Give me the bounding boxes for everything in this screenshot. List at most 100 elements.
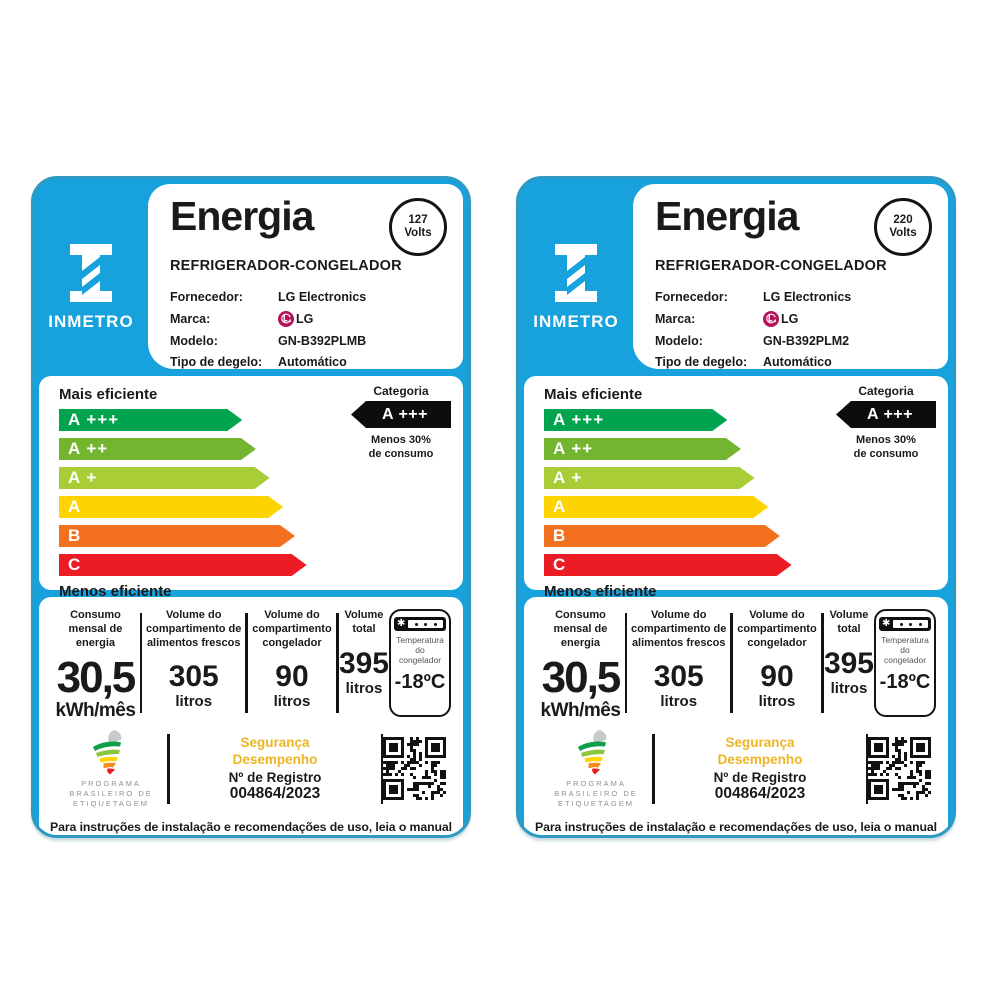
metrics-row: Consumo mensal de energia 30,5 kWh/mês V… — [49, 609, 453, 721]
field-value: Automático — [278, 355, 347, 369]
security-label: Segurança — [725, 735, 795, 751]
divider — [821, 613, 824, 713]
efficiency-grade: C — [553, 555, 567, 574]
efficiency-row: A + — [59, 467, 449, 489]
snowflake-icon: ✱ — [882, 618, 891, 629]
category-block: Categoria A +++ Menos 30% de consumo — [836, 384, 936, 462]
lg-logo-icon — [763, 311, 779, 327]
metric-label: Volume do compartimento de alimentos fre… — [631, 609, 727, 649]
field-label: Fornecedor: — [655, 290, 728, 304]
pbe-word-line: BRASILEIRO DE — [69, 789, 153, 799]
efficiency-section: Mais eficiente A +++ A ++ A + A B C Menos efi… — [524, 376, 948, 600]
consumption-value: 30,5 — [56, 653, 137, 703]
category-arrow: A +++ — [836, 401, 936, 428]
star-box-icon — [893, 620, 928, 628]
metric-value: 395 — [823, 646, 874, 680]
divider — [245, 613, 248, 713]
product-field-row: Tipo de degelo: Automático — [655, 355, 932, 369]
field-value: LG Electronics — [763, 290, 851, 304]
category-grade: A +++ — [382, 405, 428, 423]
efficiency-arrow: A +++ — [59, 409, 242, 431]
qr-code — [383, 737, 447, 801]
efficiency-row: A ++ — [59, 438, 449, 460]
appliance-type: REFRIGERADOR-CONGELADOR — [655, 258, 887, 274]
consumption-column: Consumo mensal de energia 30,5 kWh/mês — [51, 609, 140, 721]
least-efficient-label: Menos eficiente — [59, 583, 172, 600]
qr-code-pattern — [868, 737, 931, 800]
product-fields: Fornecedor: LG Electronics Marca: LG Modelo:… — [655, 290, 932, 369]
registry-number: 004864/2023 — [229, 784, 321, 802]
security-label: Segurança — [240, 735, 310, 751]
pbe-word-line: ETIQUETAGEM — [557, 798, 635, 808]
field-value-text: LG Electronics — [278, 290, 367, 304]
field-value-text: Automático — [278, 355, 347, 369]
field-value: LG — [763, 311, 798, 327]
pbe-logo: PROGRAMA BRASILEIRO DE ETIQUETAGEM — [55, 729, 167, 808]
metric-column: Volume do compartimento de alimentos fre… — [142, 609, 245, 717]
details-section: Consumo mensal de energia 30,5 kWh/mês V… — [524, 597, 948, 835]
freezer-temp-box: ✱ Temperatura do congelador -18ºC — [389, 609, 451, 717]
consumption-value: 30,5 — [541, 653, 622, 703]
metric-label: Volume total — [829, 609, 869, 635]
freezer-temp-label: Temperatura do congelador — [881, 635, 929, 666]
metric-column: Volume total 395 litros — [824, 609, 874, 717]
metric-unit: litros — [345, 679, 383, 697]
efficiency-arrow: C — [544, 554, 792, 576]
energy-label: INMETRO Energia 127 Volts REFRIGERADOR-C… — [31, 176, 471, 838]
registry-label: Nº de Registro — [228, 769, 322, 785]
field-label: Marca: — [170, 312, 211, 326]
most-efficient-label: Mais eficiente — [544, 386, 643, 403]
pbe-brazil-icon — [578, 730, 607, 775]
efficiency-section: Mais eficiente A +++ A ++ A + A B C Menos efi… — [39, 376, 463, 600]
efficiency-grade: C — [68, 555, 82, 574]
metric-column: Volume do compartimento de alimentos fre… — [627, 609, 730, 717]
registry-row: PROGRAMA BRASILEIRO DE ETIQUETAGEM Seguran… — [49, 725, 453, 813]
field-value: GN-B392PLMB — [278, 334, 366, 348]
efficiency-grade: A + — [68, 468, 98, 487]
consumption-label: Consumo mensal de energia — [553, 609, 608, 649]
appliance-type: REFRIGERADOR-CONGELADOR — [170, 258, 402, 274]
inmetro-wordmark: INMETRO — [48, 312, 134, 331]
field-value-text: LG — [781, 312, 799, 326]
field-value: Automático — [763, 355, 832, 369]
product-fields: Fornecedor: LG Electronics Marca: LG Modelo:… — [170, 290, 447, 369]
efficiency-row: A +++ — [59, 409, 449, 431]
field-label: Tipo de degelo: — [170, 355, 263, 369]
efficiency-grade: A ++ — [553, 439, 594, 458]
metric-label: Volume total — [344, 609, 384, 635]
category-label: Categoria — [858, 384, 914, 398]
product-field-row: Marca: LG — [170, 311, 447, 327]
efficiency-row: A +++ — [544, 409, 934, 431]
freezer-star-rating-icon: ✱ — [394, 617, 446, 631]
efficiency-row: A ++ — [544, 438, 934, 460]
efficiency-grade: A + — [553, 468, 583, 487]
divider — [380, 734, 383, 804]
pbe-wordmark: PROGRAMA BRASILEIRO DE ETIQUETAGEM — [554, 779, 638, 808]
efficiency-arrow: A + — [59, 467, 270, 489]
field-value: GN-B392PLM2 — [763, 334, 849, 348]
efficiency-row: C — [59, 554, 449, 576]
efficiency-rows: A +++ A ++ A + A B C — [59, 409, 449, 576]
label-header: INMETRO Energia 127 Volts REFRIGERADOR-C… — [34, 179, 468, 369]
metric-value: 305 — [168, 660, 219, 694]
efficiency-row: A — [59, 496, 449, 518]
metric-label: Volume do compartimento de alimentos fre… — [146, 609, 242, 649]
efficiency-arrow: A + — [544, 467, 755, 489]
efficiency-grade: A +++ — [553, 410, 605, 429]
category-note: Menos 30% de consumo — [853, 434, 919, 460]
consumption-label: Consumo mensal de energia — [68, 609, 123, 649]
metric-unit: litros — [830, 679, 868, 697]
label-header: INMETRO Energia 220 Volts REFRIGERADOR-C… — [519, 179, 953, 369]
consumption-column: Consumo mensal de energia 30,5 kWh/mês — [536, 609, 625, 721]
efficiency-rows: A +++ A ++ A + A B C — [544, 409, 934, 576]
pbe-word-line: PROGRAMA — [81, 779, 141, 789]
efficiency-row: B — [59, 525, 449, 547]
page-title: Energia — [655, 193, 799, 239]
field-value-text: Automático — [763, 355, 832, 369]
inmetro-wordmark: INMETRO — [533, 312, 619, 331]
pbe-word-line: BRASILEIRO DE — [554, 789, 638, 799]
divider — [336, 613, 339, 713]
metric-unit: litros — [273, 693, 311, 711]
consumption-unit: kWh/mês — [55, 700, 136, 722]
registry-label: Nº de Registro — [713, 769, 807, 785]
